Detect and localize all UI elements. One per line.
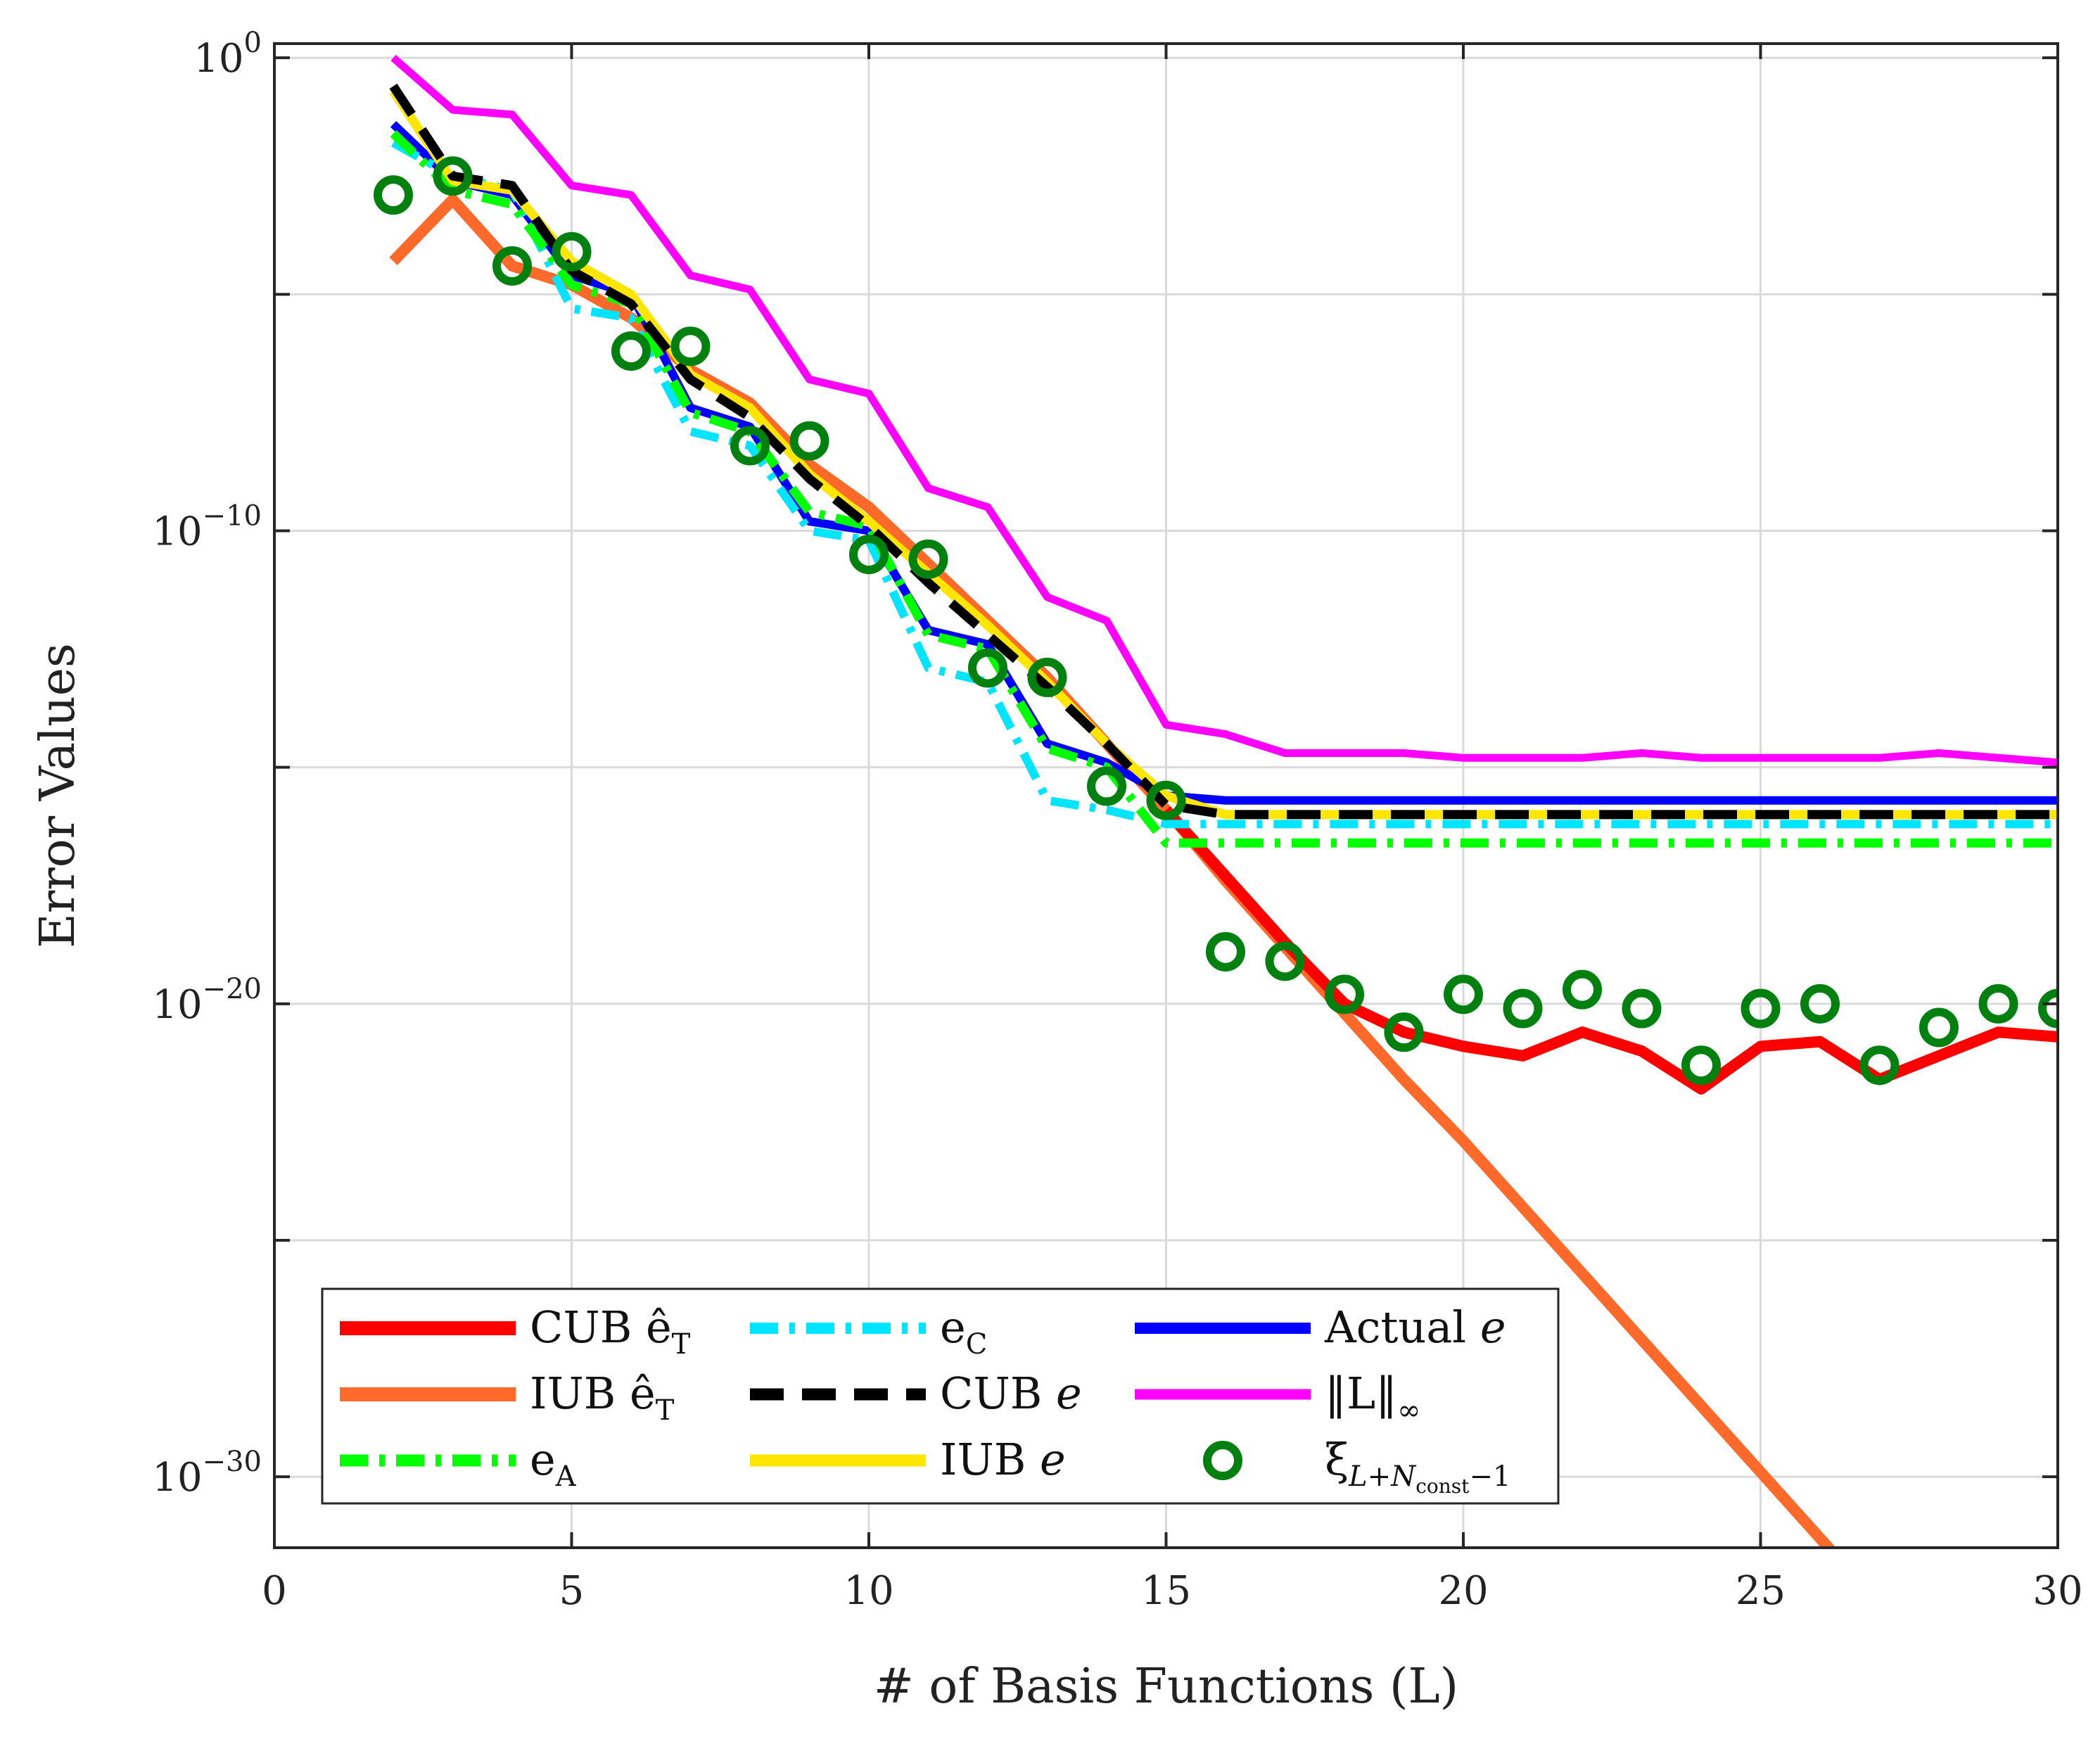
y-tick-label: 100 bbox=[193, 27, 262, 82]
series-line-inf-norm-L bbox=[390, 55, 2058, 767]
xi-point bbox=[2038, 988, 2058, 1029]
legend-label: Actual e bbox=[1324, 1301, 1506, 1353]
legend-item-iub-hat-et: IUB êT bbox=[340, 1368, 675, 1427]
legend-box bbox=[321, 1287, 1560, 1505]
tick-labels: 0 5 10 15 20 25 30 100 10−10 10−20 10−30 bbox=[152, 27, 2082, 1614]
series-xi bbox=[374, 156, 2058, 1086]
legend-label: CUB êT bbox=[530, 1301, 691, 1361]
ticks bbox=[273, 44, 2059, 1548]
xi-point bbox=[552, 231, 592, 272]
xi-point bbox=[1681, 1045, 1721, 1086]
series-line-cub-e bbox=[389, 83, 2058, 820]
legend-item-e-a: eA bbox=[340, 1434, 577, 1493]
xi-point bbox=[1027, 657, 1067, 697]
series-line-iub-e bbox=[389, 88, 2058, 820]
x-tick-label: 5 bbox=[559, 1568, 585, 1614]
x-tick-label: 0 bbox=[262, 1568, 287, 1614]
xi-point bbox=[611, 331, 651, 371]
y-tick-label: 10−20 bbox=[152, 973, 262, 1028]
xi-point bbox=[908, 539, 948, 579]
xi-point bbox=[433, 156, 473, 196]
xi-point bbox=[1444, 974, 1483, 1014]
xi-point bbox=[849, 535, 889, 575]
y-tick-label: 10−10 bbox=[152, 499, 262, 554]
xi-point bbox=[1206, 931, 1245, 972]
x-tick-label: 30 bbox=[2032, 1568, 2082, 1614]
x-tick-label: 15 bbox=[1141, 1568, 1191, 1614]
legend-item-inf-norm-L: ‖L‖∞ bbox=[1135, 1368, 1421, 1427]
xi-point bbox=[1265, 941, 1305, 981]
xi-point bbox=[1919, 1007, 1959, 1048]
xi-point bbox=[1622, 988, 1662, 1029]
x-tick-label: 20 bbox=[1438, 1568, 1488, 1614]
legend-item-xi: ξL+Nconst−1 bbox=[1203, 1434, 1510, 1498]
xi-point bbox=[1384, 1012, 1424, 1052]
xi-point bbox=[1087, 766, 1126, 806]
series-line-iub-hat-et bbox=[389, 193, 1836, 1548]
legend-item-cub-hat-et: CUB êT bbox=[340, 1301, 691, 1361]
series-line-e-c bbox=[391, 139, 2058, 829]
xi-point bbox=[492, 246, 532, 286]
xi-point bbox=[789, 421, 829, 461]
legend-label: eC bbox=[940, 1301, 987, 1361]
xi-point bbox=[1800, 984, 1840, 1024]
series-line-cub-hat-et bbox=[1162, 806, 2058, 1095]
x-axis-title: # of Basis Functions (L) bbox=[874, 1659, 1458, 1714]
legend-label: CUB e bbox=[940, 1368, 1082, 1419]
xi-point bbox=[1503, 988, 1543, 1029]
x-tick-label: 25 bbox=[1736, 1568, 1786, 1614]
legend-label: IUB e bbox=[940, 1434, 1066, 1485]
legend-item-iub-e: IUB e bbox=[750, 1434, 1066, 1485]
x-tick-label: 10 bbox=[844, 1568, 893, 1614]
xi-point bbox=[1978, 984, 2018, 1024]
legend-label: ‖L‖∞ bbox=[1325, 1368, 1421, 1427]
legend-label: IUB êT bbox=[530, 1368, 675, 1427]
series-line-actual-e bbox=[390, 120, 2058, 805]
series-layer bbox=[374, 55, 2058, 1548]
xi-point bbox=[1146, 780, 1186, 820]
xi-point bbox=[730, 426, 770, 466]
y-axis-title: Error Values bbox=[30, 643, 86, 948]
xi-point bbox=[968, 648, 1007, 688]
legend-marker bbox=[1203, 1441, 1242, 1480]
legend-label: ξL+Nconst−1 bbox=[1325, 1434, 1510, 1498]
xi-point bbox=[1741, 988, 1781, 1029]
xi-point bbox=[670, 326, 711, 367]
xi-point bbox=[374, 175, 413, 215]
xi-point bbox=[1563, 969, 1602, 1010]
xi-point bbox=[1325, 974, 1364, 1014]
xi-point bbox=[1859, 1045, 1899, 1086]
legend-label: eA bbox=[530, 1434, 577, 1493]
legend-item-cub-e: CUB e bbox=[750, 1368, 1082, 1419]
legend: CUB êT IUB êT eA eC CUB e IUB e Actual e ‖L‖∞ ξL… bbox=[321, 1287, 1560, 1505]
legend-item-actual-e: Actual e bbox=[1135, 1301, 1506, 1353]
y-tick-label: 10−30 bbox=[152, 1446, 262, 1501]
legend-item-e-c: eC bbox=[750, 1301, 987, 1361]
